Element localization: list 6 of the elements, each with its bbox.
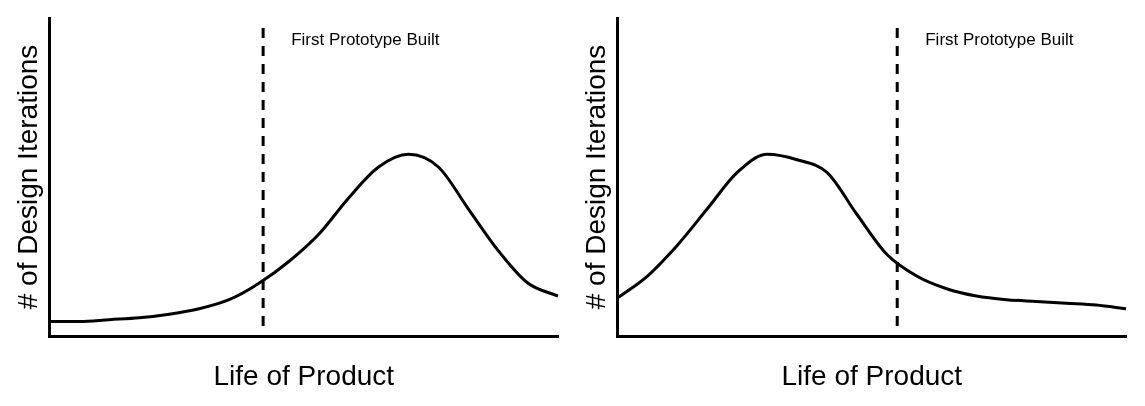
x-axis-title: Life of Product xyxy=(213,359,395,391)
text: First Prototype Built xyxy=(291,29,440,49)
text: First Prototype Built xyxy=(925,29,1074,49)
y-axis-title: # of Design Iterations xyxy=(11,44,43,310)
y-axis-title: # of Design Iterations xyxy=(579,44,611,310)
x-axis-title: Life of Product xyxy=(781,359,963,391)
